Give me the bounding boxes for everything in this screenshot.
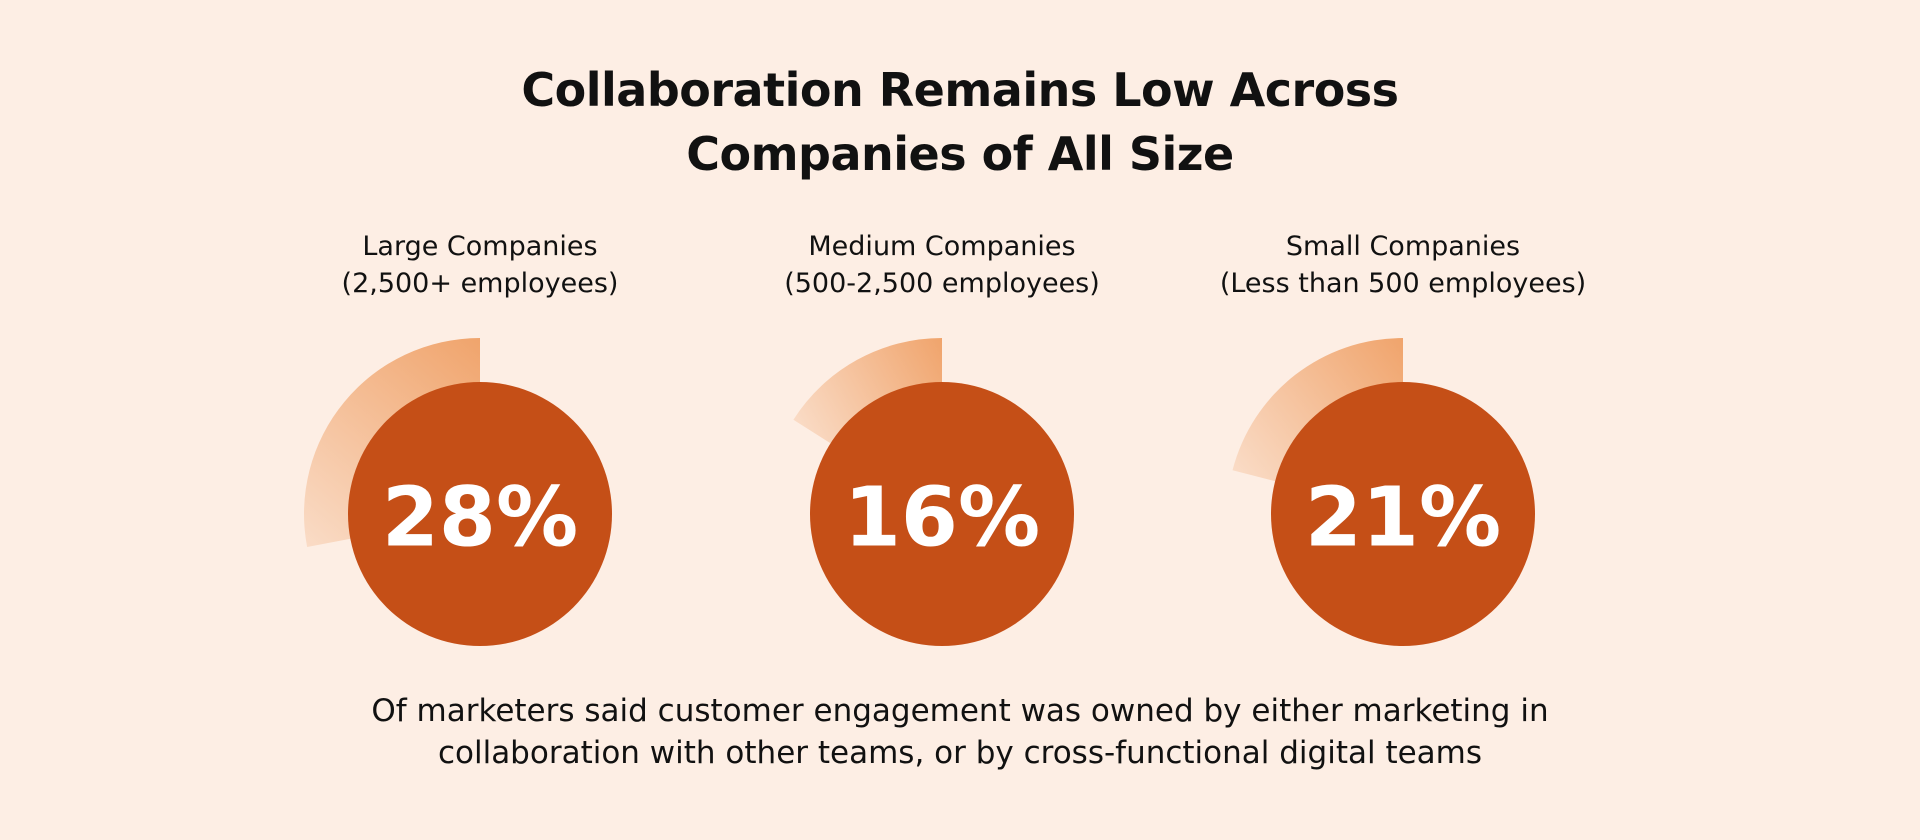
value-label: 16%	[844, 471, 1040, 566]
category-label: Small Companies	[1285, 231, 1521, 262]
value-label: 21%	[1305, 471, 1501, 566]
value-label: 28%	[382, 471, 578, 566]
category-note: (2,500+ employees)	[341, 268, 619, 299]
chart-title: Collaboration Remains Low Across Compani…	[521, 63, 1399, 181]
category-label: Large Companies	[362, 231, 598, 262]
gauge-core	[810, 382, 1074, 646]
gauge-core	[1271, 382, 1535, 646]
category-note: (500-2,500 employees)	[784, 268, 1100, 299]
gauge-core	[348, 382, 612, 646]
category-note: (Less than 500 employees)	[1219, 268, 1587, 299]
category-label: Medium Companies	[808, 231, 1076, 262]
caption: Of marketers said customer engagement wa…	[371, 693, 1549, 771]
